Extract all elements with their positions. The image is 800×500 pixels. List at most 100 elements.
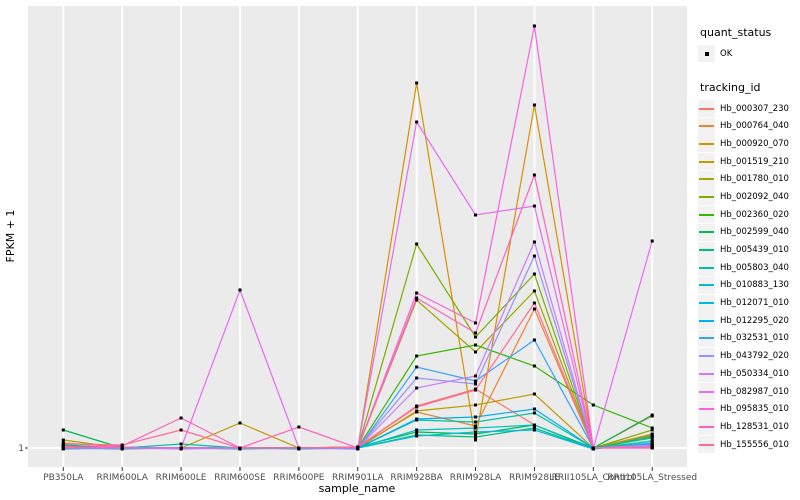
x-tick-label-RRIM928LE: RRIM928LE — [509, 473, 560, 483]
data-point — [650, 439, 654, 443]
legend-key-line-icon — [699, 425, 714, 428]
data-point — [297, 425, 301, 429]
legend-key-line-icon — [699, 125, 714, 128]
data-point — [532, 407, 536, 411]
legend-item-Hb_155556_010[interactable]: Hb_155556_010 — [698, 436, 800, 454]
legend-item-Hb_128531_010[interactable]: Hb_128531_010 — [698, 418, 800, 436]
data-point — [474, 420, 478, 424]
legend-item-label: Hb_005439_010 — [720, 245, 789, 256]
axis-ticks — [25, 447, 653, 471]
legend-item-label: Hb_001780_010 — [720, 174, 789, 185]
legend-item-Hb_043792_020[interactable]: Hb_043792_020 — [698, 347, 800, 365]
legend-item-label: Hb_050334_010 — [720, 368, 789, 379]
data-point — [474, 435, 478, 439]
data-point — [650, 445, 654, 449]
data-point — [474, 426, 478, 430]
legend-item-Hb_005803_040[interactable]: Hb_005803_040 — [698, 259, 800, 277]
legend-key-box — [698, 312, 715, 330]
data-point — [179, 446, 183, 450]
data-point — [474, 438, 478, 442]
legend-key-box — [698, 241, 715, 259]
data-point — [650, 436, 654, 440]
legend: quant_status OK tracking_id Hb_000307_23… — [698, 0, 800, 454]
x-axis-tick-labels: PB350LA RRIM600LA RRIM600LE RRIM600SE RRIM60… — [43, 473, 697, 483]
x-tick-label-PB350LA: PB350LA — [43, 473, 84, 483]
data-point — [415, 405, 419, 409]
x-axis-title: sample_name — [319, 482, 396, 495]
data-point — [415, 409, 419, 413]
data-point — [61, 438, 65, 442]
data-point — [532, 289, 536, 293]
data-point — [532, 392, 536, 396]
point-marker-icon — [704, 51, 709, 56]
data-point — [532, 364, 536, 368]
legend-key-box — [698, 223, 715, 241]
legend-key-box — [698, 153, 715, 171]
legend-item-Hb_001519_210[interactable]: Hb_001519_210 — [698, 153, 800, 171]
data-point — [474, 321, 478, 325]
data-point — [474, 331, 478, 335]
data-point — [474, 382, 478, 386]
data-point — [650, 239, 654, 243]
legend-item-label: Hb_000920_070 — [720, 138, 789, 149]
data-point — [61, 428, 65, 432]
legend-key-line-icon — [699, 372, 714, 375]
legend-item-Hb_000920_070[interactable]: Hb_000920_070 — [698, 135, 800, 153]
legend-item-Hb_000307_230[interactable]: Hb_000307_230 — [698, 100, 800, 118]
data-point — [474, 350, 478, 354]
data-point — [120, 443, 124, 447]
data-point — [650, 426, 654, 430]
legend-key-line-icon — [699, 142, 714, 145]
legend-key-box — [698, 276, 715, 294]
legend-key-box — [698, 188, 715, 206]
x-tick-label-RRII105LA_Stressed: RRII105LA_Stressed — [607, 473, 697, 483]
x-tick-label-RRII105LA_Control: RRII105LA_Control — [552, 473, 635, 483]
legend-item-Hb_000764_040[interactable]: Hb_000764_040 — [698, 117, 800, 135]
legend-key-box — [698, 117, 715, 135]
data-point — [532, 254, 536, 258]
legend-key-box — [698, 383, 715, 401]
data-point — [474, 213, 478, 217]
legend-key-box — [698, 45, 715, 63]
legend-key-box — [698, 400, 715, 418]
legend-item-Hb_002092_040[interactable]: Hb_002092_040 — [698, 188, 800, 206]
gridlines — [28, 6, 687, 467]
x-tick-label-RRIM901LA: RRIM901LA — [332, 473, 384, 483]
data-point — [532, 24, 536, 28]
data-point — [591, 403, 595, 407]
legend-item-Hb_001780_010[interactable]: Hb_001780_010 — [698, 170, 800, 188]
legend-key-box — [698, 259, 715, 277]
legend-key-line-icon — [699, 284, 714, 287]
legend-item-Hb_082987_010[interactable]: Hb_082987_010 — [698, 383, 800, 401]
legend-key-box — [698, 436, 715, 454]
data-point — [474, 424, 478, 428]
data-point — [179, 428, 183, 432]
data-point — [474, 403, 478, 407]
legend-item-Hb_010883_130[interactable]: Hb_010883_130 — [698, 276, 800, 295]
legend-item-Hb_012071_010[interactable]: Hb_012071_010 — [698, 294, 800, 312]
legend-item-label: Hb_000307_230 — [720, 103, 789, 114]
legend-key-line-icon — [699, 195, 714, 198]
x-tick-label-RRIM928LA: RRIM928LA — [450, 473, 502, 483]
legend-key-line-icon — [699, 443, 714, 446]
data-point — [650, 428, 654, 432]
legend-item-Hb_002599_040[interactable]: Hb_002599_040 — [698, 223, 800, 242]
legend-item-label: Hb_095835_010 — [720, 404, 789, 415]
data-point — [415, 298, 419, 302]
data-point — [532, 301, 536, 305]
legend-item-label: Hb_002599_040 — [720, 227, 789, 238]
data-point — [474, 343, 478, 347]
data-point — [532, 103, 536, 107]
legend-item-Hb_095835_010[interactable]: Hb_095835_010 — [698, 400, 800, 418]
legend-item-ok[interactable]: OK — [698, 45, 800, 63]
data-point — [474, 415, 478, 419]
legend-key-line-icon — [699, 107, 714, 110]
legend-item-Hb_050334_010[interactable]: Hb_050334_010 — [698, 365, 800, 383]
data-point — [415, 376, 419, 380]
legend-item-Hb_032531_010[interactable]: Hb_032531_010 — [698, 329, 800, 348]
legend-item-Hb_002360_020[interactable]: Hb_002360_020 — [698, 206, 800, 224]
x-tick-label-RRIM600LA: RRIM600LA — [96, 473, 148, 483]
legend-item-Hb_005439_010[interactable]: Hb_005439_010 — [698, 241, 800, 259]
legend-item-Hb_012295_020[interactable]: Hb_012295_020 — [698, 312, 800, 330]
legend-key-line-icon — [699, 408, 714, 411]
